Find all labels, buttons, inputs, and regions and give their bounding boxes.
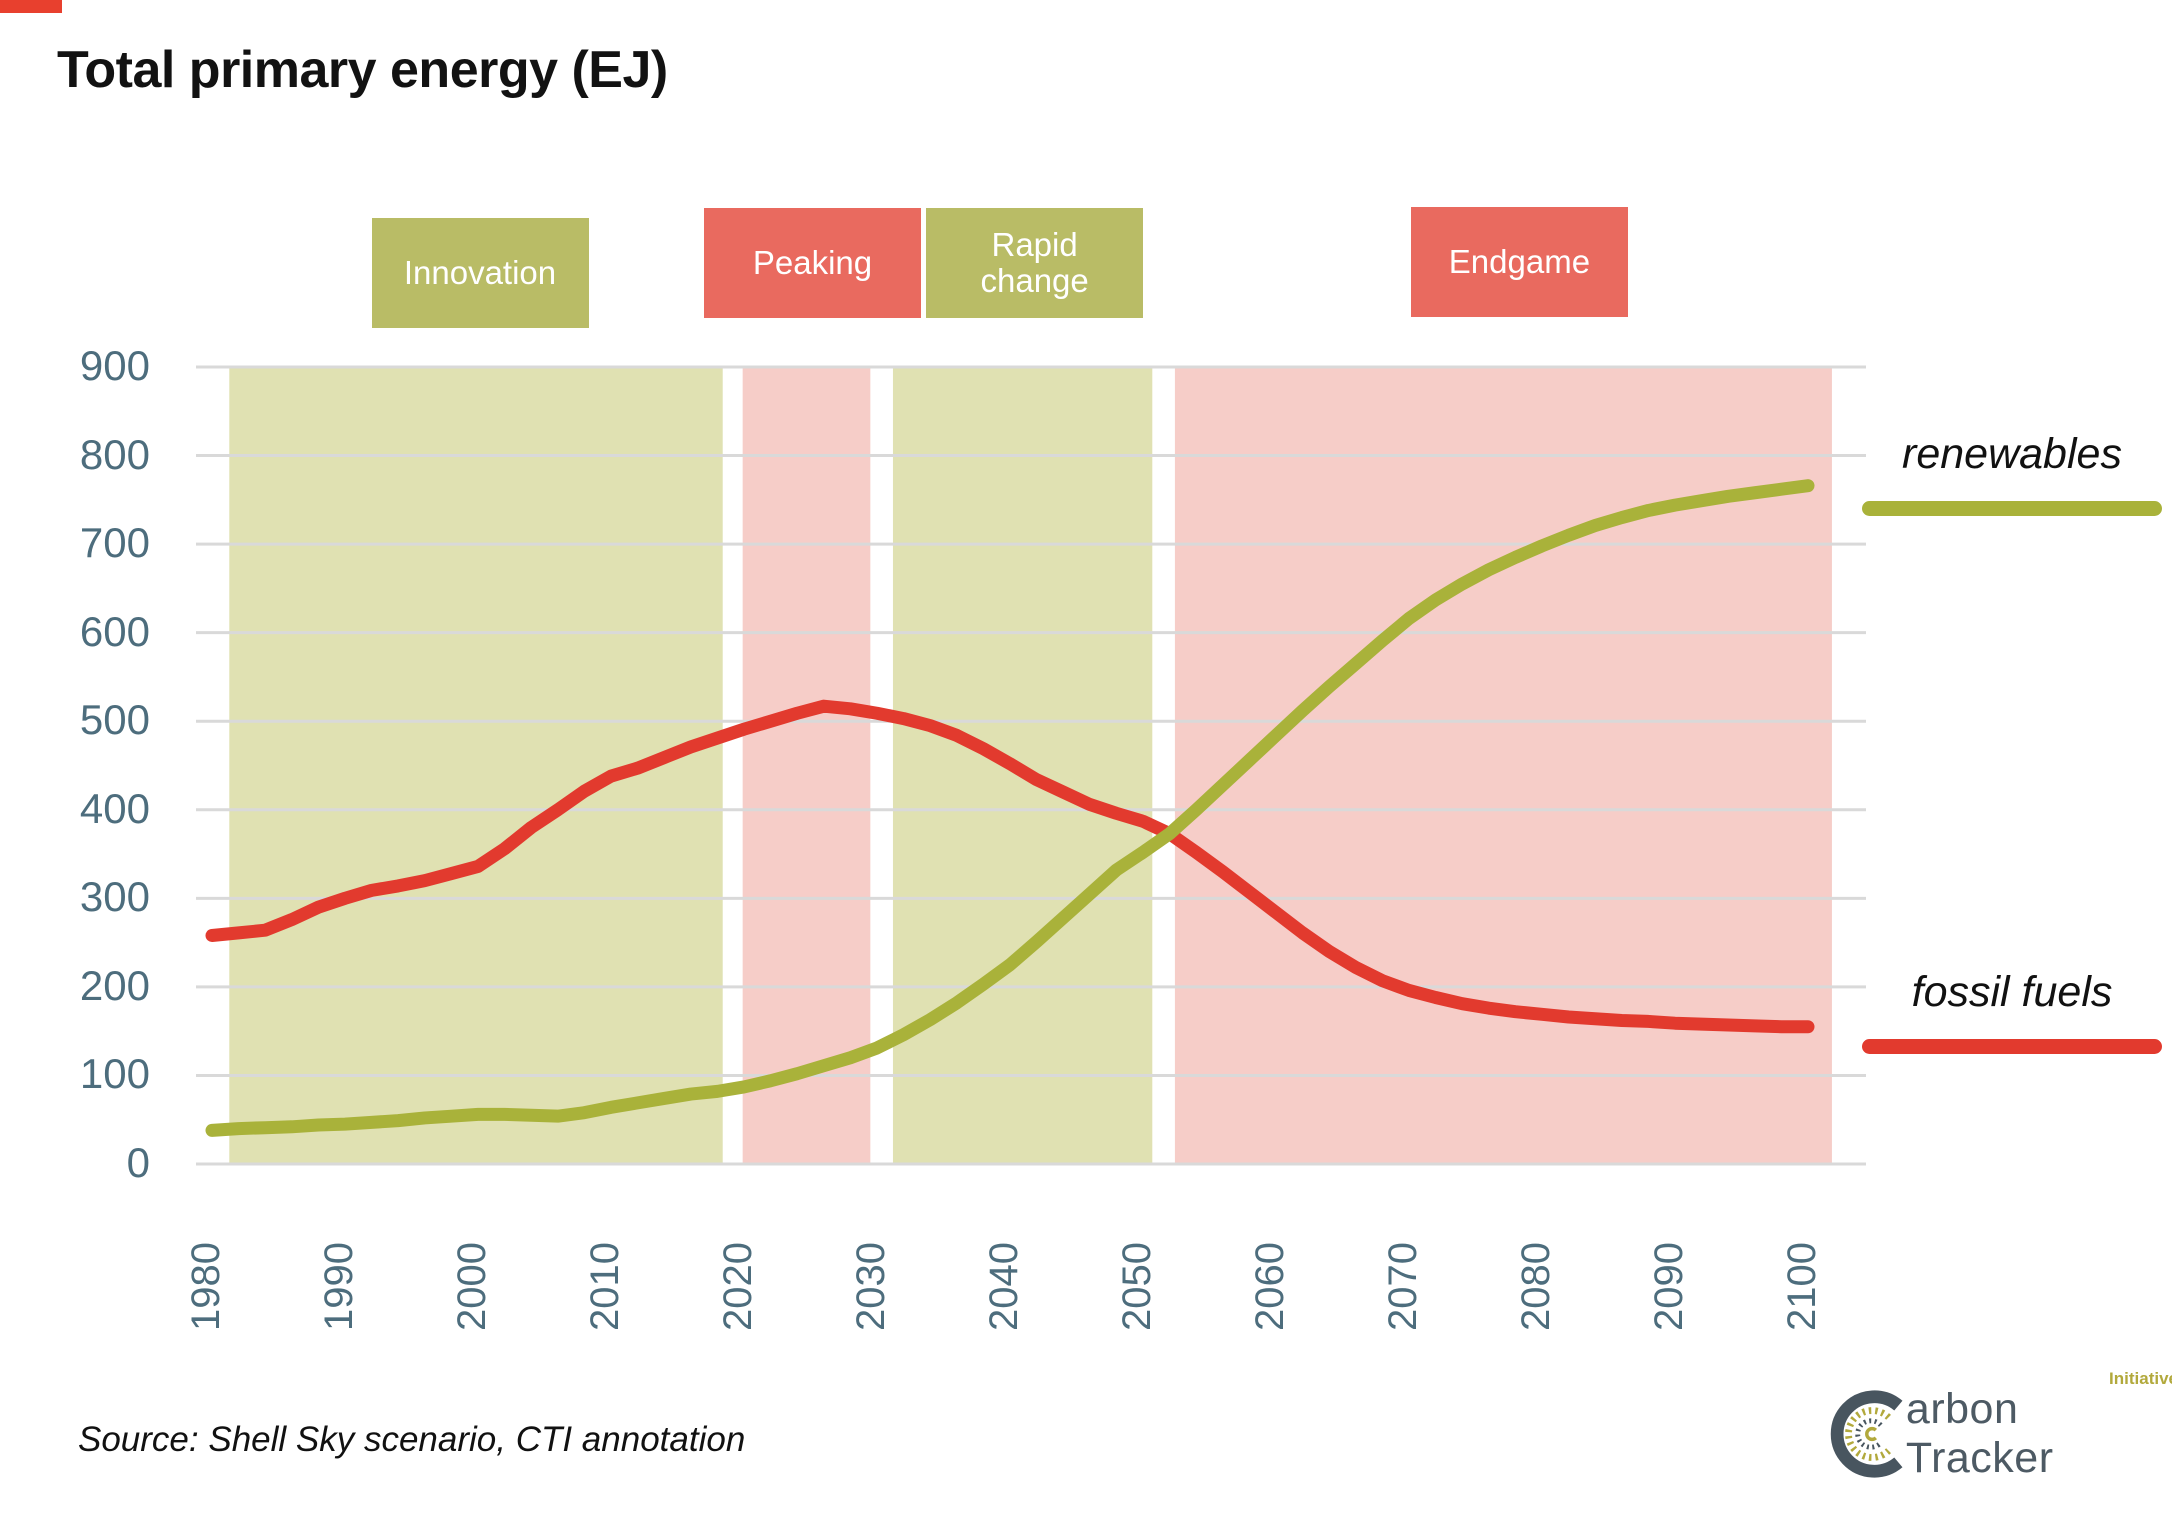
x-tick-1980: 1980 (184, 1242, 228, 1332)
phase-label-innovation-text: Innovation (403, 254, 557, 292)
y-tick-200: 200 (79, 961, 150, 1009)
x-tick-2040: 2040 (982, 1242, 1026, 1332)
logo-wordmark: arbon Tracker (1905, 1385, 2054, 1482)
source-note: Source: Shell Sky scenario, CTI annotati… (78, 1420, 746, 1459)
y-tick-600: 600 (79, 607, 150, 655)
fossil-fuels-line (205, 699, 1815, 1034)
y-tick-400: 400 (79, 784, 150, 832)
legend-renewables-label: renewables (1902, 430, 2122, 478)
legend-renewables-swatch (1862, 501, 2162, 516)
y-tick-100: 100 (79, 1050, 150, 1098)
phase-label-innovation: Innovation (371, 218, 589, 328)
x-tick-2090: 2090 (1647, 1242, 1691, 1332)
logo-initiative-label: Initiative (2109, 1369, 2172, 1388)
x-tick-2100: 2100 (1780, 1242, 1824, 1332)
y-tick-900: 900 (79, 342, 150, 389)
renewables-line (205, 479, 1815, 1137)
x-tick-2020: 2020 (716, 1242, 760, 1332)
x-tick-2030: 2030 (849, 1242, 893, 1332)
y-tick-700: 700 (79, 519, 150, 567)
x-tick-2050: 2050 (1115, 1242, 1159, 1332)
legend-renewables: renewables (1862, 430, 2162, 516)
chart-title: Total primary energy (EJ) (57, 41, 668, 99)
x-tick-2070: 2070 (1381, 1242, 1425, 1332)
x-tick-1990: 1990 (317, 1242, 361, 1332)
y-tick-800: 800 (79, 430, 150, 478)
carbon-tracker-logo: arbon Tracker Initiative (1822, 1369, 2172, 1484)
y-tick-300: 300 (79, 873, 150, 921)
legend-fossil-fuels: fossil fuels (1862, 968, 2162, 1054)
x-tick-2060: 2060 (1248, 1242, 1292, 1332)
phase-label-endgame: Endgame (1410, 207, 1628, 317)
y-tick-0: 0 (126, 1139, 150, 1186)
x-tick-2000: 2000 (450, 1242, 494, 1332)
phase-label-endgame-text: Endgame (1448, 243, 1591, 281)
corner-accent-bar (0, 0, 62, 13)
legend-fossil-fuels-label: fossil fuels (1911, 968, 2113, 1016)
phase-label-rapid-change-text: Rapid change (980, 226, 1089, 299)
x-tick-2010: 2010 (583, 1242, 627, 1332)
phase-label-rapid-change: Rapid change (926, 208, 1144, 318)
phase-band-peaking (742, 367, 871, 1164)
x-tick-2080: 2080 (1514, 1242, 1558, 1332)
phase-label-peaking: Peaking (704, 208, 921, 318)
phase-band-endgame (1174, 367, 1832, 1164)
phase-label-peaking-text: Peaking (752, 244, 873, 282)
carbon-tracker-c-icon (1830, 1390, 1903, 1478)
legend-fossil-fuels-swatch (1862, 1039, 2162, 1054)
y-tick-500: 500 (79, 696, 150, 744)
